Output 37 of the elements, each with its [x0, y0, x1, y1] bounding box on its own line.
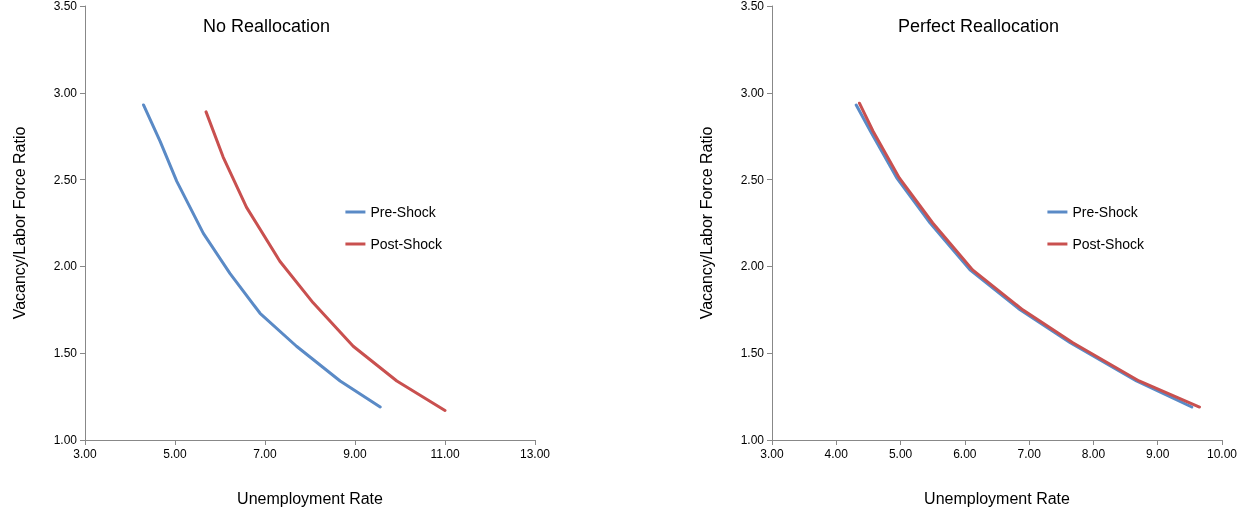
- legend-label: Pre-Shock: [1072, 204, 1139, 220]
- x-tick-label: 8.00: [1081, 447, 1106, 461]
- text: No Reallocation: [203, 16, 331, 36]
- x-tick-label: 3.00: [760, 447, 784, 461]
- x-tick-label: 5.00: [888, 447, 913, 461]
- line-series: [204, 110, 447, 412]
- y-tick-label: 1.50: [740, 346, 765, 361]
- y-tick-label: 3.50: [740, 0, 765, 13]
- y-tick-label: 2.00: [53, 259, 78, 274]
- x-tick-label: 4.00: [824, 447, 849, 461]
- x-axis-title: Unemployment Rate: [924, 489, 1071, 507]
- x-tick-label: 10.00: [1206, 447, 1238, 461]
- x-tick-label: 9.00: [343, 447, 367, 461]
- text: Perfect Reallocation: [898, 16, 1060, 36]
- x-tick-label: 13.00: [519, 447, 551, 461]
- y-tick-label: 1.00: [53, 433, 78, 447]
- x-tick-label: 6.00: [953, 447, 977, 461]
- y-tick-label: 2.50: [53, 172, 78, 187]
- y-tick-label: 3.50: [53, 0, 78, 13]
- x-tick-label: 7.00: [1017, 447, 1042, 461]
- x-tick-label: 11.00: [430, 447, 460, 461]
- x-tick-label: 7.00: [253, 447, 277, 461]
- x-axis-title: Unemployment Rate: [237, 489, 384, 507]
- x-tick-label: 9.00: [1146, 447, 1170, 461]
- y-tick-label: 3.00: [740, 85, 765, 100]
- y-axis-title: Vacancy/Labor Force Ratio: [697, 126, 715, 320]
- y-axis-title: Vacancy/Labor Force Ratio: [10, 126, 28, 320]
- legend-label: Pre-Shock: [370, 204, 437, 220]
- y-tick-label: 2.00: [740, 259, 765, 274]
- y-tick-label: 1.00: [740, 433, 765, 447]
- legend-label: Post-Shock: [370, 236, 443, 252]
- y-tick-label: 3.00: [53, 85, 78, 100]
- x-tick-label: 3.00: [73, 447, 97, 461]
- x-tick-label: 5.00: [163, 447, 187, 461]
- y-tick-label: 2.50: [740, 172, 765, 187]
- legend-label: Post-Shock: [1072, 236, 1145, 252]
- y-tick-label: 1.50: [53, 346, 78, 361]
